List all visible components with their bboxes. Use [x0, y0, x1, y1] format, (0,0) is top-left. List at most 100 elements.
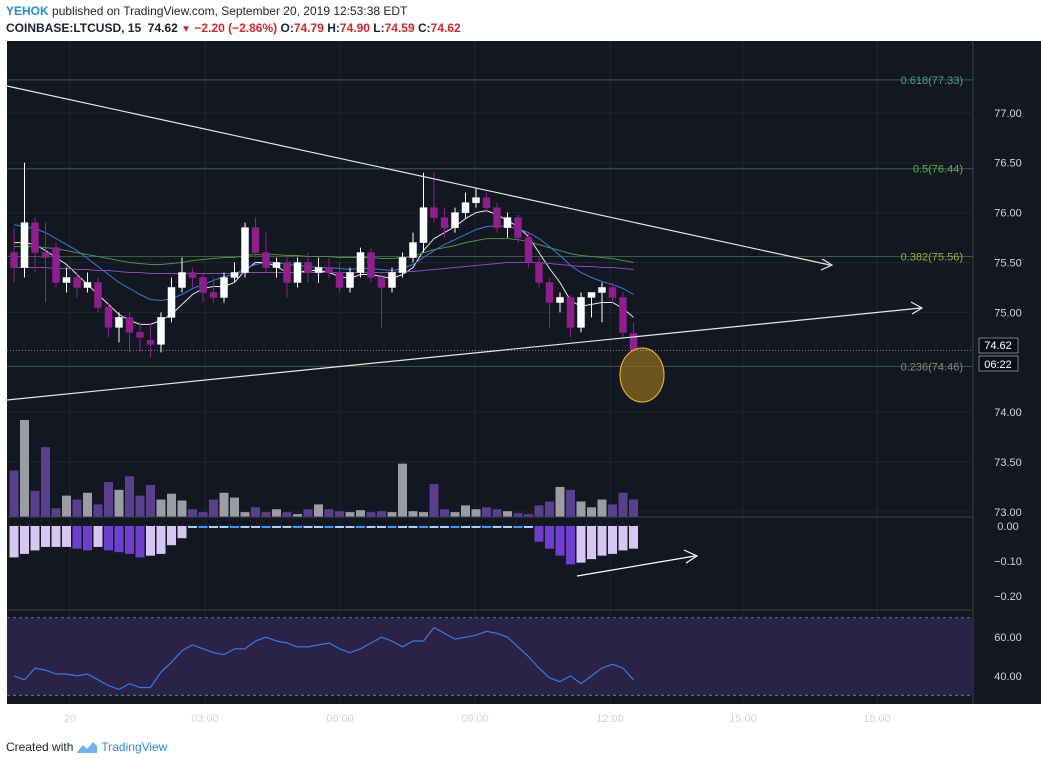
candle-body	[136, 332, 144, 338]
macd-bar	[471, 525, 481, 528]
macd-bar	[335, 525, 344, 528]
macd-tick-label: −0.10	[994, 556, 1022, 568]
volume-bar	[104, 482, 113, 517]
macd-bar	[251, 525, 260, 528]
rsi-tick-label: 60.00	[994, 632, 1022, 644]
published-text: published on TradingView.com, September …	[52, 4, 408, 18]
candle-body	[178, 272, 186, 288]
time-tick-label: 15:00	[729, 713, 757, 725]
macd-bar	[545, 525, 554, 549]
candle-body	[272, 262, 281, 268]
close-value: 74.62	[430, 21, 461, 35]
volume-bar	[219, 492, 229, 517]
macd-arrow-icon	[683, 549, 699, 564]
open-label: O:	[280, 21, 294, 35]
candle-body	[62, 277, 71, 283]
volume-bar	[419, 512, 428, 517]
volume-bar	[513, 513, 523, 517]
descending-trendline	[6, 85, 831, 266]
volume-bar	[618, 492, 628, 517]
trading-chart[interactable]: 0.618(77.33) 0.5(76.44) 0.382(75.56) 0.236(…	[0, 41, 1041, 731]
tradingview-brand[interactable]: TradingView	[101, 740, 168, 754]
candle-body	[629, 333, 638, 351]
price-tick-label: 77.00	[994, 108, 1022, 120]
candle-body	[598, 287, 606, 293]
macd-bar	[9, 525, 19, 558]
fib-level-label: 0.5(76.44)	[913, 164, 963, 176]
candle-body	[503, 217, 512, 228]
candle-body	[157, 317, 165, 345]
volume-bar	[62, 495, 71, 517]
volume-bar	[41, 447, 50, 517]
countdown-box	[978, 355, 1019, 372]
candle-body	[451, 212, 459, 228]
close-label: C:	[417, 21, 431, 35]
candle-body	[146, 340, 155, 345]
macd-bar	[366, 525, 376, 528]
highlight-circle	[619, 347, 665, 403]
candle-body	[283, 262, 291, 283]
candle-body	[556, 297, 564, 303]
macd-bar	[177, 525, 187, 539]
rsi-tick-label: 40.00	[994, 671, 1022, 683]
macd-bar	[230, 525, 239, 528]
volume-bar	[146, 484, 155, 517]
candle-body	[31, 222, 39, 253]
candle-body	[398, 257, 407, 273]
macd-trendline	[576, 555, 696, 577]
candle-body	[367, 252, 375, 278]
candle-body	[587, 292, 596, 298]
candle-body	[472, 197, 480, 203]
volume-bar	[293, 514, 302, 517]
volume-bar	[566, 489, 575, 517]
macd-tick-label: −0.20	[994, 591, 1022, 603]
macd-bar	[188, 525, 197, 528]
candle-body	[230, 272, 239, 278]
time-tick-label: 09:00	[461, 713, 489, 725]
candle-body	[577, 297, 585, 328]
macd-bar	[282, 525, 292, 528]
price-axis-area	[973, 41, 1041, 704]
volume-bar	[282, 512, 292, 517]
candle-body	[199, 277, 207, 293]
volume-bar	[345, 512, 355, 517]
macd-bar	[272, 525, 281, 528]
volume-bar	[198, 512, 208, 517]
macd-bar	[419, 525, 428, 528]
macd-bar	[398, 525, 407, 528]
fib-level-label: 0.618(77.33)	[901, 75, 963, 87]
rsi-band	[7, 617, 973, 696]
author-name[interactable]: YEHOK	[6, 4, 49, 18]
volume-bar	[303, 509, 313, 517]
candle-body	[409, 242, 417, 258]
high-label: H:	[327, 21, 340, 35]
rsi-line	[13, 626, 634, 691]
macd-bar	[83, 525, 92, 551]
price-change: −2.20 (−2.86%)	[194, 21, 278, 35]
volume-bar	[335, 511, 344, 517]
volume-bar	[272, 509, 281, 517]
volume-bar	[167, 493, 176, 517]
macd-bar	[503, 525, 512, 528]
macd-bar	[198, 525, 208, 528]
candle-body	[262, 252, 270, 268]
macd-bar	[618, 525, 628, 551]
volume-bar	[51, 508, 61, 517]
candle-body	[220, 277, 228, 298]
macd-bar	[293, 525, 302, 528]
macd-bar	[146, 525, 155, 556]
macd-bar	[93, 525, 103, 547]
trendline-arrow-icon	[820, 258, 834, 271]
volume-bar	[83, 492, 92, 517]
macd-bar	[240, 525, 250, 528]
candle-body	[83, 282, 92, 288]
candle-body	[608, 287, 617, 298]
trendline-arrow-icon	[910, 301, 924, 315]
volume-bar	[30, 490, 40, 517]
volume-bar	[545, 501, 554, 517]
candle-body	[461, 202, 470, 213]
volume-bar	[492, 509, 502, 517]
candle-body	[346, 272, 354, 288]
macd-bar	[482, 525, 491, 528]
tradingview-logo-icon	[77, 742, 98, 753]
